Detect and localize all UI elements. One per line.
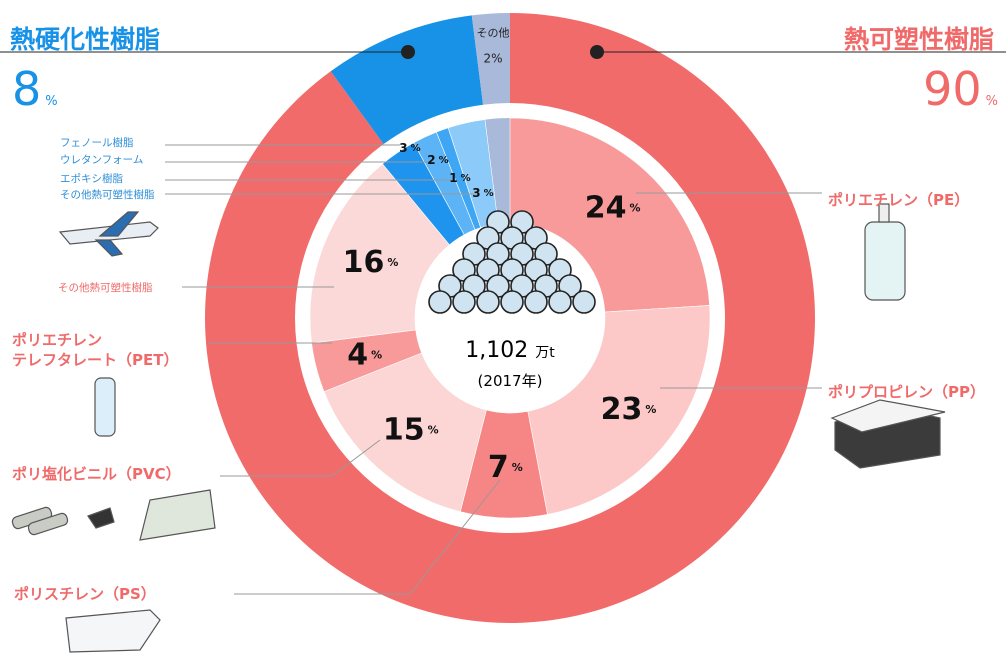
pile	[428, 210, 596, 314]
heading-dot	[401, 45, 415, 59]
pellet	[500, 290, 524, 314]
unit: %	[491, 52, 502, 66]
category-label: ポリプロピレン（PP）	[828, 383, 985, 401]
value: 3	[399, 141, 407, 155]
value-label: 23%	[601, 391, 657, 426]
pipes	[11, 506, 69, 536]
pellet	[548, 290, 572, 314]
value: 2	[427, 153, 435, 167]
category-label: ポリ塩化ビニル（PVC）	[12, 465, 181, 483]
heading-dot	[590, 45, 604, 59]
category-label: その他熱可塑性樹脂	[60, 189, 155, 201]
airplane-wing	[94, 211, 140, 257]
value-label: 3%	[399, 141, 420, 155]
pellet	[452, 290, 476, 314]
category-label: ポリスチレン（PS）	[14, 585, 156, 603]
value-label: 2%	[427, 153, 448, 167]
thermoplastic-share: 90%	[923, 62, 998, 116]
value: 15	[383, 412, 425, 447]
unit: %	[371, 348, 382, 361]
value-label: 7%	[488, 449, 523, 484]
value-label: 16%	[343, 244, 399, 279]
pellet	[476, 290, 500, 314]
unit: %	[428, 424, 439, 437]
pipe-joint	[87, 507, 115, 529]
value: 2	[484, 52, 492, 66]
share-unit: %	[45, 94, 58, 109]
pellet	[524, 290, 548, 314]
share-value: 90	[923, 62, 982, 116]
value: 1	[449, 171, 457, 185]
thermoset-share: 8%	[12, 62, 58, 116]
shampoo-pump	[878, 203, 890, 223]
outer-slice	[471, 13, 510, 105]
unit: %	[484, 188, 494, 199]
value-label: 24%	[585, 190, 641, 225]
value-label: 3%	[472, 186, 493, 200]
pellet	[572, 290, 596, 314]
category-label: エポキシ樹脂	[60, 173, 123, 185]
heading-thermoplastic: 熱可塑性樹脂	[843, 25, 994, 54]
illustrations	[11, 203, 946, 653]
share-value: 8	[12, 62, 42, 116]
pet-bottle	[94, 377, 116, 437]
inner-slice	[527, 305, 711, 515]
category-label: フェノール樹脂	[60, 137, 134, 149]
unit: %	[630, 202, 641, 215]
category-label: その他熱可塑性樹脂	[58, 282, 153, 294]
pellet	[428, 290, 452, 314]
value: 24	[585, 190, 627, 225]
unit: %	[461, 173, 471, 184]
tray-lid	[830, 399, 946, 433]
outer-value-label: 2%	[484, 52, 503, 66]
unit: %	[512, 461, 523, 474]
value: 23	[601, 391, 643, 426]
heading-thermoset: 熱硬化性樹脂	[10, 25, 161, 54]
total-note: (2017年)	[477, 372, 543, 390]
leader-line	[234, 479, 501, 595]
total-value: 1,102	[465, 338, 529, 363]
outer-slice	[204, 13, 816, 624]
total: 1,102 万t	[410, 338, 610, 363]
value: 4	[347, 337, 368, 372]
outer-slice	[330, 15, 484, 145]
unit: %	[411, 143, 421, 154]
unit: %	[387, 256, 398, 269]
greenhouse	[139, 489, 216, 541]
inner-other-slice	[484, 118, 510, 224]
category-label: ポリエチレン（PE）	[828, 191, 970, 209]
category-label: ウレタンフォーム	[60, 154, 144, 166]
leaders	[0, 51, 1006, 595]
value-label: 4%	[347, 337, 382, 372]
ps-tray	[65, 609, 161, 653]
total-unit: 万t	[535, 345, 555, 361]
unit: %	[439, 155, 449, 166]
leader-line	[220, 439, 381, 477]
unit: %	[645, 403, 656, 416]
share-unit: %	[985, 94, 998, 109]
value-label: 15%	[383, 412, 439, 447]
outer-label: その他	[477, 27, 510, 40]
rings	[204, 13, 816, 624]
shampoo-bottle	[864, 221, 906, 301]
value: 7	[488, 449, 509, 484]
value: 16	[343, 244, 385, 279]
value-label: 1%	[449, 171, 470, 185]
category-label: ポリエチレン テレフタレート（PET）	[12, 331, 179, 369]
value: 3	[472, 186, 480, 200]
